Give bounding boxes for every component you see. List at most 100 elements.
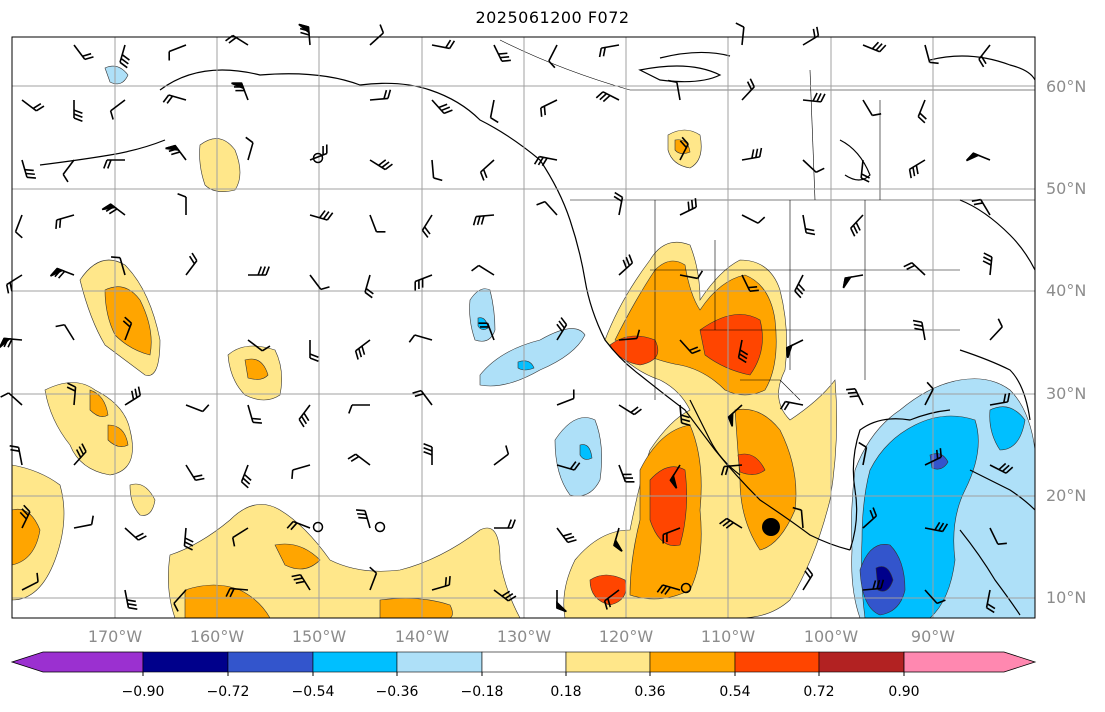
wind-barb (364, 274, 374, 299)
colorbar-tick-label: 0.72 (803, 684, 835, 700)
wind-barb (73, 515, 94, 529)
wind-barb (421, 214, 433, 238)
wind-barb (493, 589, 517, 602)
wind-barb (989, 527, 1007, 545)
lon-label-90w: 90°W (910, 627, 956, 646)
positive-anomaly-peak (609, 335, 659, 366)
wind-barb (0, 337, 23, 349)
wind-barb (741, 274, 759, 292)
colorbar-segment (565, 651, 651, 673)
wind-barb (741, 78, 755, 101)
wind-barb (842, 274, 864, 289)
wind-barb (356, 509, 371, 529)
wind-barb (908, 159, 926, 179)
wind-barb (556, 317, 568, 341)
wind-barb (862, 579, 885, 591)
wind-barb (536, 200, 558, 216)
wind-barb (613, 527, 623, 552)
wind-barb (982, 252, 993, 276)
positive-anomaly-core (89, 389, 109, 417)
wind-barb (903, 262, 926, 276)
state-borders (499, 39, 1035, 401)
wind-barb (298, 23, 311, 46)
location-marker (762, 518, 780, 536)
wind-barb (924, 448, 942, 466)
wind-barb (556, 461, 581, 471)
wind-barb (369, 214, 386, 233)
wind-barb (556, 590, 567, 613)
wind-barb (66, 382, 77, 406)
lon-label-160w: 160°W (189, 627, 245, 646)
colorbar-tick-label: 0.36 (634, 684, 666, 700)
wind-barb (618, 404, 642, 416)
wind-barb (618, 329, 641, 341)
wind-barb (291, 464, 311, 479)
wind-barb (719, 517, 743, 529)
wind-barb (667, 79, 681, 101)
negative-anomaly-core (579, 444, 593, 460)
colorbar-extend-max (903, 651, 1037, 673)
wind-barb (924, 44, 939, 65)
wind-barb (55, 214, 75, 229)
colorbar-tick-label: −0.36 (375, 684, 419, 700)
lat-label-10n: 10°N (1046, 588, 1087, 607)
wind-barb (309, 274, 330, 291)
wind-barb (735, 22, 745, 46)
station-markers (312, 152, 692, 594)
positive-anomaly-patch (129, 483, 156, 516)
wind-barb (533, 155, 558, 167)
wind-barb (309, 210, 334, 221)
wind-barb (348, 404, 370, 414)
wind-barb (73, 100, 83, 122)
wind-barb (971, 198, 991, 216)
wind-barb (802, 92, 826, 103)
negative-anomaly-darkest (875, 566, 894, 592)
wind-barb (119, 44, 130, 69)
wind-barb (414, 274, 433, 291)
chart-title: 2025061200 F072 (475, 8, 630, 27)
wind-barb (240, 464, 252, 489)
wind-barb (185, 464, 205, 482)
wind-barb (122, 316, 133, 341)
wind-barb (225, 587, 249, 598)
wind-barb (472, 214, 495, 226)
wind-barb (431, 159, 443, 182)
colorbar-segment (227, 651, 314, 673)
lon-label-120w: 120°W (598, 627, 654, 646)
wind-barb (494, 519, 516, 529)
wind-barb (101, 203, 126, 216)
wind-barb (785, 339, 804, 359)
wind-barb (412, 389, 433, 406)
positive-anomaly-peak (649, 466, 687, 547)
wind-barb (124, 527, 147, 541)
wind-barb (989, 462, 1014, 474)
wind-barb (173, 589, 187, 612)
positive-anomaly-peak (737, 453, 766, 475)
wind-barb (912, 319, 926, 341)
wind-barb (741, 214, 766, 224)
wind-barb (247, 404, 262, 424)
wind-barb (603, 589, 620, 610)
wind-barb (679, 339, 701, 355)
wind-barb (985, 589, 996, 614)
wind-barb (540, 99, 558, 117)
wind-barb (989, 318, 1003, 341)
wind-barb (656, 584, 681, 595)
wind-barb (177, 193, 187, 215)
wind-barb (21, 99, 45, 112)
wind-barb (802, 159, 825, 173)
wind-barb (73, 443, 87, 466)
wind-barb (408, 334, 433, 343)
wind-barb (737, 339, 749, 364)
wind-barb (347, 453, 371, 466)
positive-anomaly-core (107, 424, 129, 447)
colorbar-segment (734, 651, 820, 673)
positive-anomaly-core (244, 358, 269, 380)
colorbar-tick-label: −0.90 (121, 684, 165, 700)
wind-barb (369, 159, 393, 171)
wind-barb (924, 589, 946, 605)
wind-barb (556, 389, 575, 406)
calm-wind-circle (312, 521, 324, 533)
wind-barb (924, 381, 934, 406)
wind-barb (248, 266, 270, 276)
